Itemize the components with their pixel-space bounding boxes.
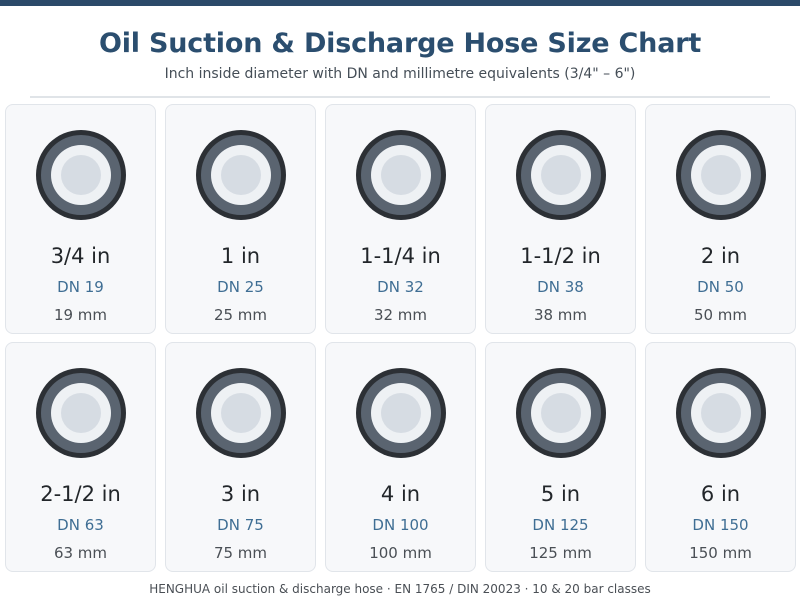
dn-label: DN 75	[217, 516, 264, 534]
header-divider	[30, 96, 770, 98]
dn-label: DN 50	[697, 278, 744, 296]
hose-cross-section-icon	[36, 368, 126, 458]
size-card-4-in: 4 in DN 100 100 mm	[325, 342, 476, 572]
inch-size-label: 4 in	[380, 482, 421, 506]
size-card-6-in: 6 in DN 150 150 mm	[645, 342, 796, 572]
size-card-2-1-2-in: 2-1/2 in DN 63 63 mm	[5, 342, 156, 572]
inch-size-label: 5 in	[540, 482, 581, 506]
hose-cross-section-icon	[676, 130, 766, 220]
hose-cross-section-icon	[196, 130, 286, 220]
page-subtitle: Inch inside diameter with DN and millime…	[164, 66, 636, 82]
size-card-5-in: 5 in DN 125 125 mm	[485, 342, 636, 572]
mm-label: 125 mm	[529, 544, 592, 562]
mm-label: 100 mm	[369, 544, 432, 562]
mm-label: 75 mm	[213, 544, 268, 562]
dn-label: DN 25	[217, 278, 264, 296]
hose-cross-section-icon	[196, 368, 286, 458]
inch-size-label: 3 in	[220, 482, 261, 506]
inch-size-label: 3/4 in	[50, 244, 111, 268]
mm-label: 32 mm	[373, 306, 428, 324]
dn-label: DN 63	[57, 516, 104, 534]
inch-size-label: 2 in	[700, 244, 741, 268]
hose-cross-section-icon	[356, 368, 446, 458]
size-card-1-1-2-in: 1-1/2 in DN 38 38 mm	[485, 104, 636, 334]
hose-cross-section-icon	[676, 368, 766, 458]
hose-cross-section-icon	[36, 130, 126, 220]
size-card-1-in: 1 in DN 25 25 mm	[165, 104, 316, 334]
mm-label: 150 mm	[689, 544, 752, 562]
hose-cross-section-icon	[516, 368, 606, 458]
size-card-1-1-4-in: 1-1/4 in DN 32 32 mm	[325, 104, 476, 334]
mm-label: 50 mm	[693, 306, 748, 324]
dn-label: DN 38	[537, 278, 584, 296]
inch-size-label: 1 in	[220, 244, 261, 268]
size-card-3-4-in: 3/4 in DN 19 19 mm	[5, 104, 156, 334]
inch-size-label: 1-1/2 in	[520, 244, 601, 268]
dn-label: DN 150	[692, 516, 749, 534]
dn-label: DN 19	[57, 278, 104, 296]
mm-label: 25 mm	[213, 306, 268, 324]
page-title: Oil Suction & Discharge Hose Size Chart	[98, 28, 702, 59]
inch-size-label: 1-1/4 in	[360, 244, 441, 268]
inch-size-label: 2-1/2 in	[40, 482, 121, 506]
page-footer: HENGHUA oil suction & discharge hose · E…	[149, 582, 651, 596]
size-card-3-in: 3 in DN 75 75 mm	[165, 342, 316, 572]
top-accent-bar	[0, 0, 800, 6]
hose-cross-section-icon	[516, 130, 606, 220]
size-card-grid: 3/4 in DN 19 19 mm 1 in DN 25 25 mm 1-1/…	[5, 104, 796, 572]
mm-label: 63 mm	[53, 544, 108, 562]
dn-label: DN 32	[377, 278, 424, 296]
inch-size-label: 6 in	[700, 482, 741, 506]
mm-label: 19 mm	[53, 306, 108, 324]
dn-label: DN 125	[532, 516, 589, 534]
mm-label: 38 mm	[533, 306, 588, 324]
dn-label: DN 100	[372, 516, 429, 534]
hose-cross-section-icon	[356, 130, 446, 220]
size-card-2-in: 2 in DN 50 50 mm	[645, 104, 796, 334]
